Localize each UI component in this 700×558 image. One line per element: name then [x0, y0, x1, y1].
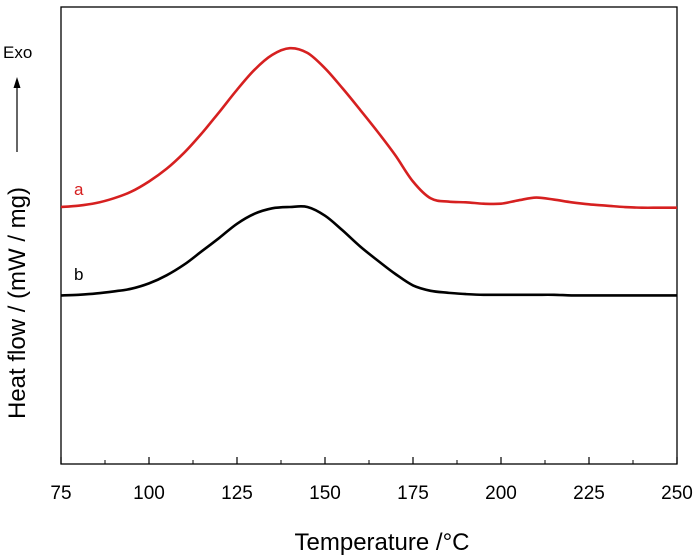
x-tick-label: 175 [397, 483, 429, 504]
x-tick-label: 125 [221, 483, 253, 504]
x-tick-label: 75 [50, 483, 71, 504]
x-tick-label: 150 [309, 483, 341, 504]
exo-arrow-icon [13, 77, 21, 152]
x-axis-title: Temperature /°C [295, 529, 470, 556]
series-line-b [60, 204, 677, 297]
plot-frame [60, 6, 678, 465]
series-layer [60, 46, 677, 297]
series-label-a: a [74, 180, 84, 199]
series-line-a [60, 46, 677, 210]
x-tick-label: 250 [661, 483, 693, 504]
series-label-b: b [74, 265, 83, 284]
exo-label: Exo [3, 43, 32, 62]
x-axis-ticks: 75 100 125 150 175 200 225 250 [50, 457, 693, 504]
y-axis-title: Heat flow / (mW / mg) [4, 187, 31, 419]
x-tick-label: 225 [573, 483, 605, 504]
x-tick-label: 200 [485, 483, 517, 504]
x-tick-label: 100 [133, 483, 165, 504]
